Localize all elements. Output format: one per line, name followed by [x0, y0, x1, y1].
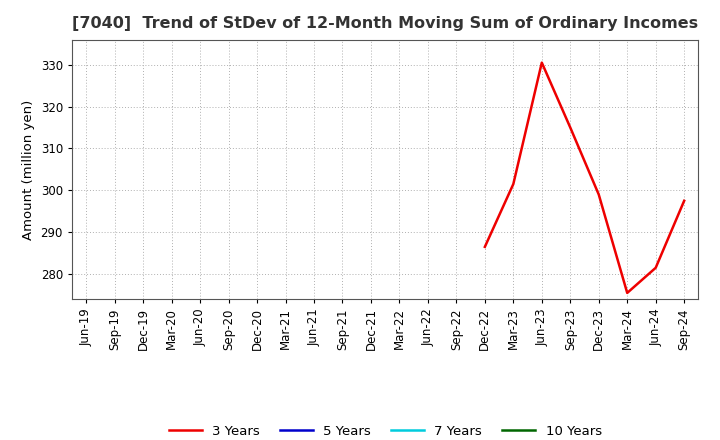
3 Years: [509, 181, 518, 187]
3 Years: [537, 60, 546, 65]
3 Years: [680, 198, 688, 203]
3 Years: [652, 265, 660, 271]
Title: [7040]  Trend of StDev of 12-Month Moving Sum of Ordinary Incomes: [7040] Trend of StDev of 12-Month Moving…: [72, 16, 698, 32]
Legend: 3 Years, 5 Years, 7 Years, 10 Years: 3 Years, 5 Years, 7 Years, 10 Years: [163, 420, 607, 440]
3 Years: [480, 244, 489, 249]
3 Years: [595, 192, 603, 197]
Line: 3 Years: 3 Years: [485, 62, 684, 293]
3 Years: [623, 290, 631, 296]
3 Years: [566, 125, 575, 130]
Y-axis label: Amount (million yen): Amount (million yen): [22, 99, 35, 239]
